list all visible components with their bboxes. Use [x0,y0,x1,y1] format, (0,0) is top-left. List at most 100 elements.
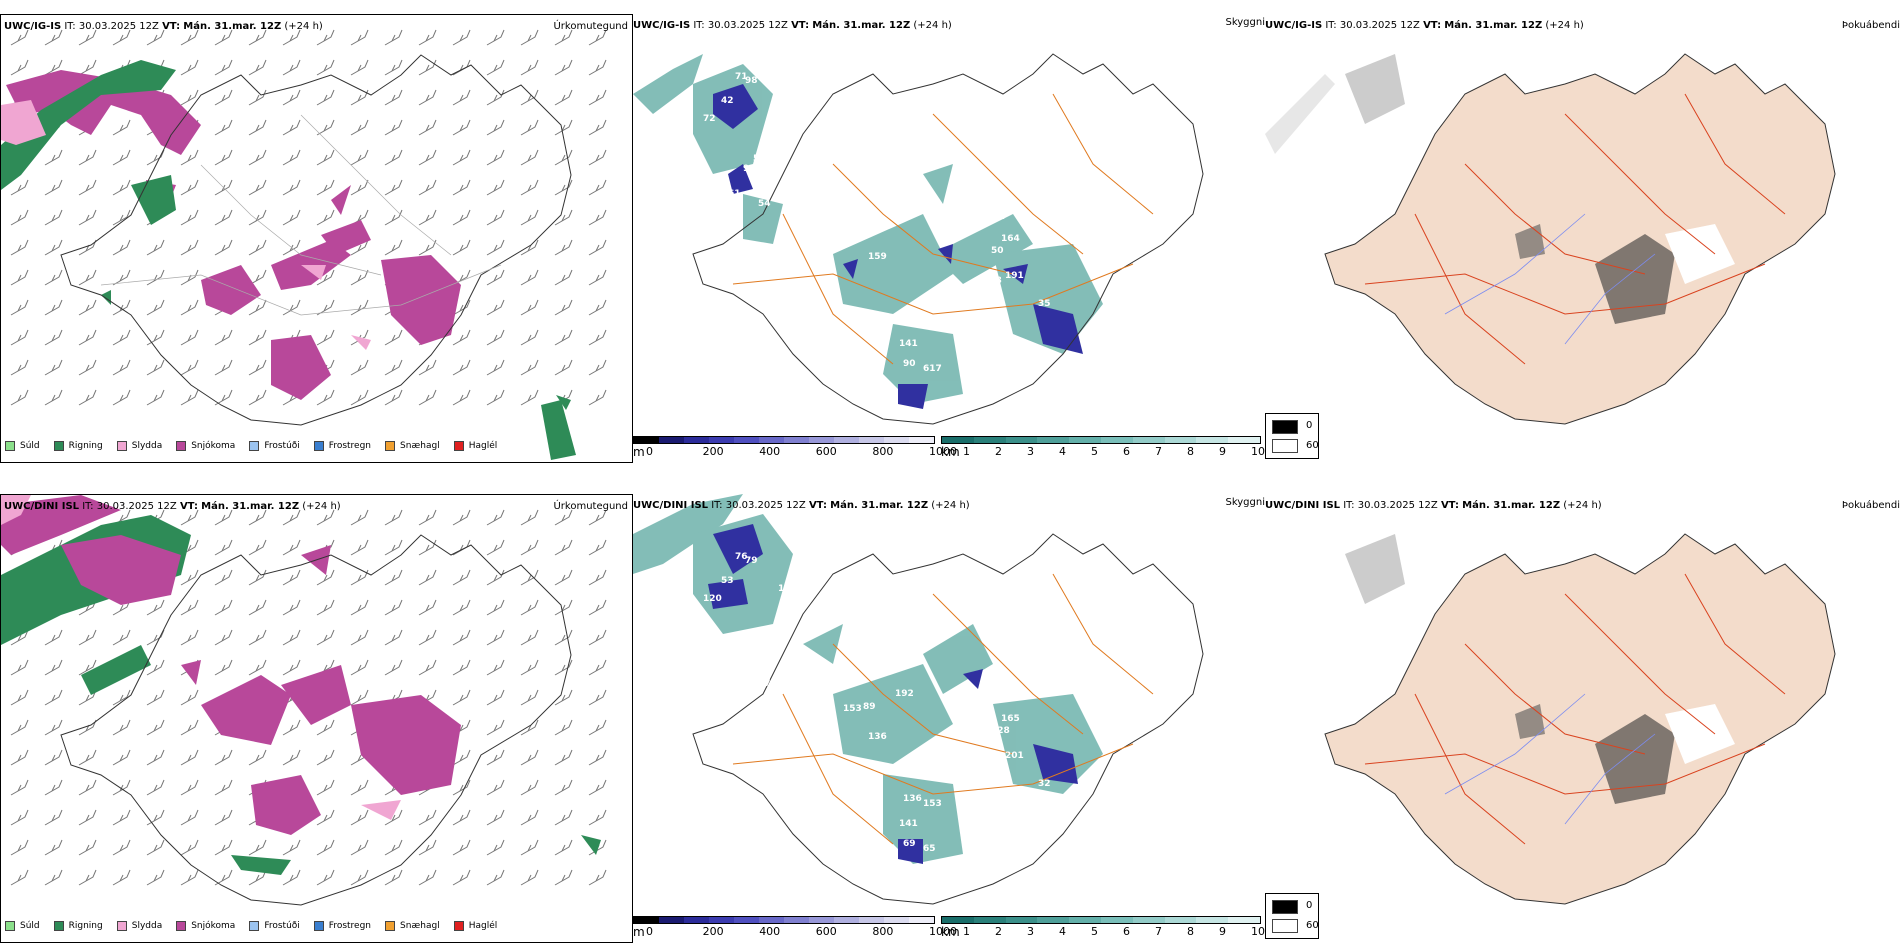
cloudbase-label: 42 [721,96,734,106]
cloudbase-label: 159 [868,252,887,262]
wind-barb [44,689,63,706]
wind-barb [452,359,471,376]
wind-barb [78,809,97,826]
wind-barb [520,839,539,856]
wind-barb [214,629,233,646]
visibility-header: UWC/DINI ISL IT: 30.03.2025 12Z VT: Mán.… [633,500,970,511]
wind-barb [520,299,539,316]
wind-barb [112,29,131,46]
wind-barb [588,239,607,256]
wind-barb [554,719,573,736]
wind-barb [452,509,471,526]
wind-barb [520,359,539,376]
wind-barb [418,29,437,46]
legend-item: Snæhagl [385,921,440,931]
wind-barb [248,119,267,136]
wind-barb [452,659,471,676]
wind-barb [10,659,29,676]
wind-barb [520,689,539,706]
lead-time: (+24 h) [931,500,970,511]
legend-swatch [53,441,64,451]
wind-barb [282,209,301,226]
wind-barb [486,89,505,106]
wind-barb [452,809,471,826]
wind-barb [418,509,437,526]
wind-barb [282,869,301,886]
wind-barb [520,749,539,766]
wind-barb [112,839,131,856]
legend-swatch [5,441,15,451]
wind-barb [78,149,97,166]
wind-barb [350,389,369,406]
colorbar-tick-label: 0 [646,925,653,938]
wind-barb [452,299,471,316]
wind-barb [180,839,199,856]
wind-barb [248,599,267,616]
wind-barb [214,149,233,166]
wind-barb [452,569,471,586]
wind-barb [384,59,403,76]
colorbar-segment [659,917,684,923]
wind-barb [452,779,471,796]
wind-barb [146,329,165,346]
wind-barb [44,659,63,676]
wind-barb [350,269,369,286]
vt-label: VT: [791,20,810,31]
wind-barb [78,869,97,886]
wind-barb [520,509,539,526]
colorbar-segment [659,437,684,443]
wind-barb [282,839,301,856]
wind-barb [554,539,573,556]
visibility-panel: UWC/IG-IS IT: 30.03.2025 12Z VT: Mán. 31… [633,14,1265,463]
cloudbase-label: 219 [923,319,942,329]
wind-barb [520,239,539,256]
wind-barb [418,179,437,196]
wind-barb [282,749,301,766]
wind-barb [316,719,335,736]
wind-barb [180,239,199,256]
it-label: IT: [1325,20,1337,31]
wind-barb [350,359,369,376]
wind-barb [520,209,539,226]
wind-barb [248,89,267,106]
wind-barb [10,359,29,376]
legend-item: Snjókoma [176,441,235,451]
wind-barb [146,659,165,676]
colorbar-tick-label: 3 [1027,445,1034,458]
legend-swatch [53,921,64,931]
wind-barb [78,389,97,406]
wind-barb [214,179,233,196]
legend-item: Slydda [116,441,162,451]
wind-barb [520,629,539,646]
wind-barb [112,869,131,886]
wind-barb [180,779,199,796]
colorbar-tick-label: 1000 [929,925,957,938]
colorbars: m 0 200 400 600 800 1000 km 1 2 3 4 5 6 7 8 9 10 [633,436,1265,463]
wind-barb [554,149,573,166]
wind-barb [418,59,437,76]
wind-barb [486,629,505,646]
cloudbase-label: 141 [899,339,918,349]
wind-barb [146,599,165,616]
wind-barb [554,209,573,226]
legend-swatch [385,441,396,451]
visibility-map [633,494,1204,905]
it-label: IT: [82,501,94,512]
roads [732,573,1154,845]
wind-barb [248,389,267,406]
precip-legend: Súld Rigning Slydda Snjókoma Frostúði Fr… [5,921,497,931]
cloudbase-label: 107 [863,222,882,232]
wind-barb [418,809,437,826]
wind-barb [588,89,607,106]
wind-barb [486,269,505,286]
wind-barb [180,329,199,346]
wind-barb [282,59,301,76]
colorbar-tick-label: 7 [1155,925,1162,938]
visibility-title: Skyggni [1225,17,1265,28]
wind-barb [180,629,199,646]
wind-barb [588,359,607,376]
wind-barb [316,509,335,526]
colorbar-tick-label: 4 [1059,445,1066,458]
colorbar-tick-label: 400 [759,925,781,938]
wind-barb [418,869,437,886]
